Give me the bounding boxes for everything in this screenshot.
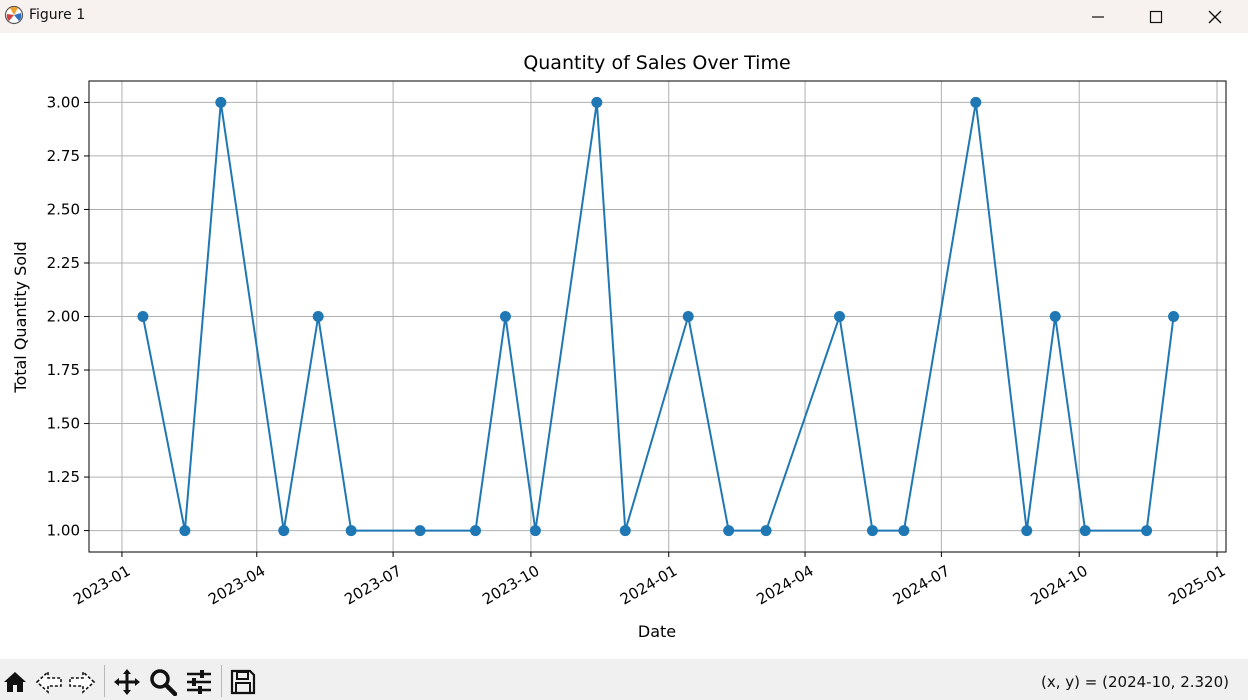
data-point — [970, 96, 982, 108]
y-tick-label: 3.00 — [47, 93, 80, 111]
home-button[interactable] — [0, 667, 30, 697]
maximize-button[interactable] — [1127, 0, 1185, 33]
figure-canvas[interactable]: 2023-01 2023-04 2023-07 2023-10 2024-01 2024-… — [0, 33, 1248, 659]
pan-move-icon — [114, 669, 140, 695]
back-button[interactable] — [34, 667, 64, 697]
save-button[interactable] — [228, 667, 258, 697]
minimize-button[interactable] — [1069, 0, 1127, 33]
y-tick-label: 2.00 — [47, 308, 80, 326]
y-axis-label: Total Quantity Sold — [11, 241, 30, 393]
navigation-toolbar: (x, y) = (2024-10, 2.320) — [0, 659, 1248, 700]
close-button[interactable] — [1186, 0, 1244, 33]
x-tick-label: 2023-07 — [341, 562, 404, 609]
window-title: Figure 1 — [29, 7, 86, 23]
toolbar-separator — [104, 665, 105, 697]
forward-arrow-icon — [69, 670, 96, 694]
chart-title: Quantity of Sales Over Time — [523, 52, 790, 74]
plot-frame — [88, 80, 1227, 553]
y-tick-label: 1.50 — [47, 415, 80, 433]
close-icon — [1208, 10, 1222, 23]
data-point — [215, 96, 227, 108]
cursor-coordinates: (x, y) = (2024-10, 2.320) — [1041, 673, 1229, 691]
x-tick-label: 2024-01 — [617, 562, 680, 609]
y-tick-label: 2.25 — [47, 254, 80, 272]
x-tick-label: 2023-04 — [205, 562, 268, 609]
data-point — [898, 525, 910, 537]
save-disk-icon — [230, 669, 256, 695]
y-tick-label: 2.50 — [47, 200, 80, 218]
data-point — [345, 525, 357, 537]
data-point — [591, 96, 603, 108]
data-point — [723, 525, 735, 537]
configure-subplots-icon — [187, 670, 211, 694]
x-tick-label: 2023-10 — [479, 562, 542, 609]
home-icon — [4, 672, 26, 692]
data-point — [682, 311, 694, 322]
series-line — [141, 101, 1175, 532]
data-point — [1168, 311, 1180, 322]
data-point — [469, 525, 481, 537]
x-tick-label: 2024-04 — [753, 562, 816, 609]
x-tick-label: 2023-01 — [70, 562, 133, 609]
x-tick-label: 2025-01 — [1165, 562, 1228, 609]
data-point — [312, 311, 324, 322]
data-point — [1141, 525, 1153, 537]
data-point — [529, 525, 541, 537]
title-bar: Figure 1 — [0, 0, 1248, 33]
minimize-icon — [1092, 15, 1104, 18]
data-point — [619, 525, 631, 537]
data-point — [499, 311, 511, 322]
data-point — [278, 525, 290, 537]
line-chart: 2023-01 2023-04 2023-07 2023-10 2024-01 2024-… — [11, 52, 1229, 641]
zoom-magnifier-icon — [150, 669, 177, 696]
data-point — [834, 311, 846, 322]
y-tick-label: 2.75 — [47, 147, 80, 165]
matplotlib-logo-icon — [4, 5, 24, 25]
forward-button[interactable] — [67, 667, 97, 697]
configure-subplots-button[interactable] — [184, 667, 214, 697]
data-point — [760, 525, 772, 537]
data-point — [1079, 525, 1091, 537]
data-point — [414, 525, 426, 537]
maximize-icon — [1149, 10, 1163, 23]
y-tick-label: 1.00 — [47, 522, 80, 540]
x-axis-label: Date — [638, 622, 676, 641]
data-point — [179, 525, 191, 537]
x-tick-label: 2024-10 — [1028, 562, 1091, 609]
pan-button[interactable] — [112, 667, 142, 697]
data-point — [866, 525, 878, 537]
data-point — [137, 311, 149, 322]
zoom-button[interactable] — [148, 667, 178, 697]
y-tick-label: 1.25 — [47, 468, 80, 486]
toolbar-separator — [221, 665, 222, 697]
data-point — [1021, 525, 1033, 537]
y-tick-label: 1.75 — [47, 361, 80, 379]
data-point — [1049, 311, 1061, 322]
x-tick-label: 2024-07 — [890, 562, 953, 609]
back-arrow-icon — [35, 670, 62, 694]
